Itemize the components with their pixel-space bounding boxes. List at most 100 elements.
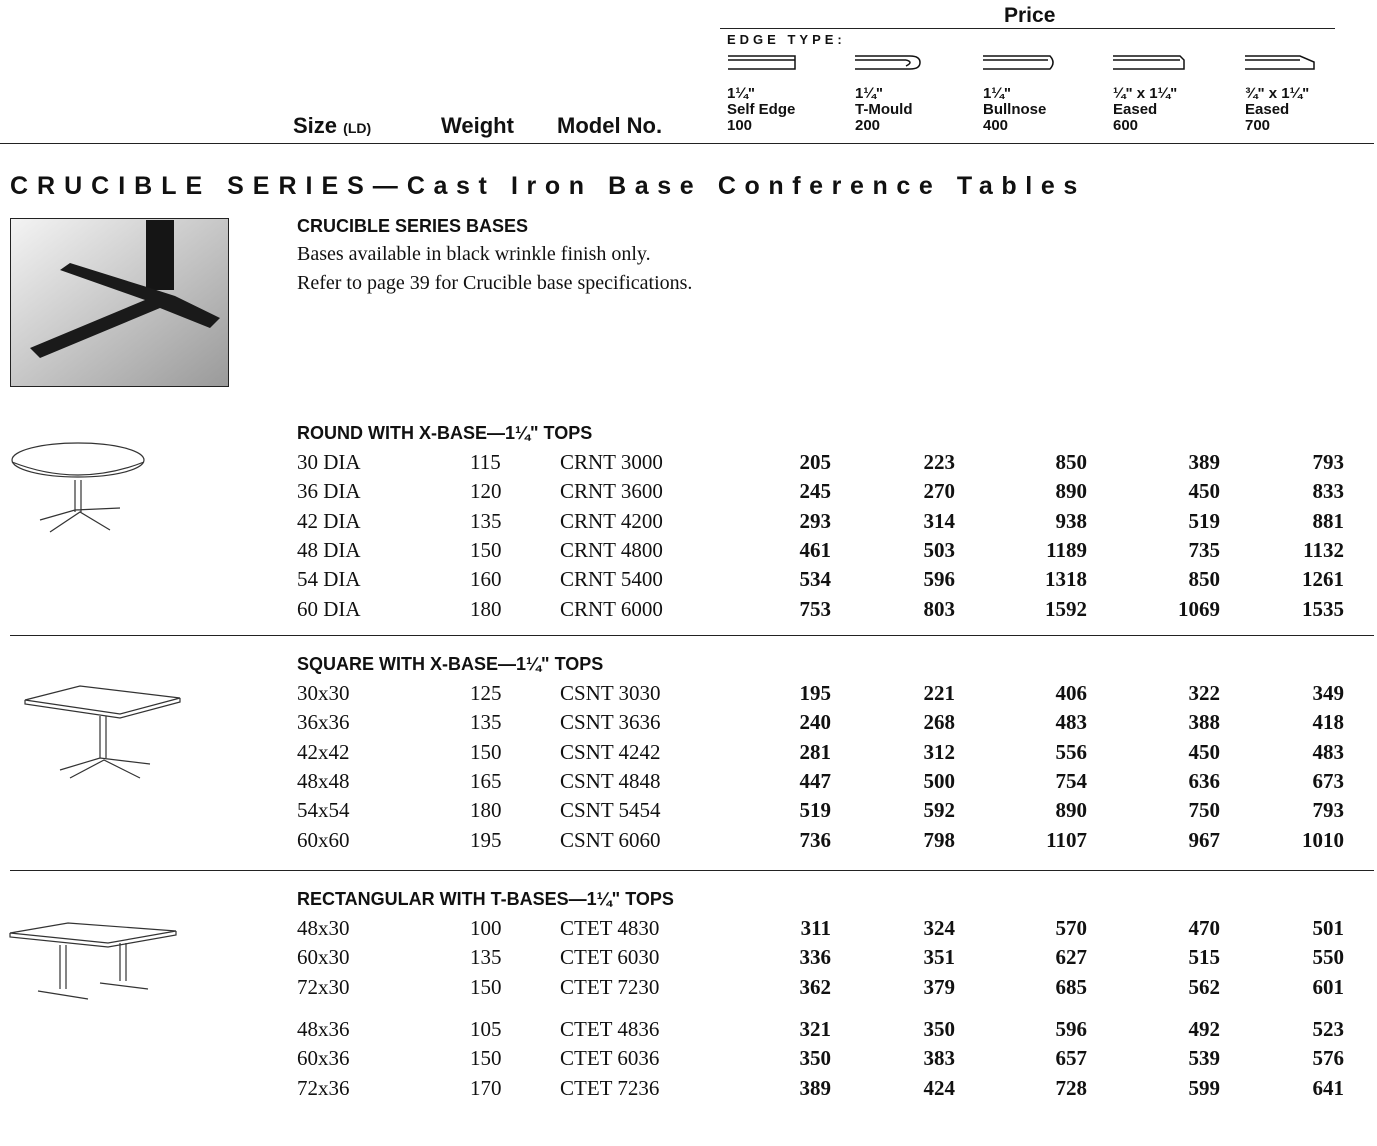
size: 48x30 — [297, 916, 350, 940]
round-table-icon — [11, 442, 145, 533]
size: 48x36 — [297, 1016, 350, 1041]
weight: 180 — [470, 798, 502, 823]
price: 388 — [1188, 710, 1221, 735]
weight-header: Weight — [441, 113, 514, 138]
edge-name: Eased — [1245, 101, 1290, 118]
table-row: 42x42 150 CSNT 4242 281 312 556 450 483 — [0, 738, 1377, 767]
price: 728 — [1055, 1075, 1088, 1100]
price: 601 — [1312, 974, 1345, 999]
price: 570 — [1055, 916, 1088, 940]
price: 967 — [1188, 827, 1221, 852]
size: 30x30 — [297, 681, 350, 705]
model: CRNT 6000 — [560, 596, 663, 621]
price: 1107 — [1046, 827, 1087, 852]
edge-code: 400 — [983, 117, 1009, 134]
table-row: 54 DIA 160 CRNT 5400 534 596 1318 850 1261 — [0, 565, 1377, 594]
price: 1535 — [1302, 596, 1344, 621]
size: 72x30 — [297, 974, 350, 999]
table-row: 48 DIA 150 CRNT 4800 461 503 1189 735 1132 — [0, 536, 1377, 565]
size: 36x36 — [297, 710, 350, 735]
price: 500 — [923, 768, 956, 793]
price: 938 — [1055, 508, 1088, 533]
model: CTET 6036 — [560, 1046, 660, 1071]
price: 850 — [1055, 450, 1088, 474]
edge-name: Eased — [1113, 101, 1158, 118]
price: 641 — [1312, 1075, 1345, 1100]
price: 657 — [1055, 1046, 1088, 1071]
price: 450 — [1188, 739, 1221, 764]
rule — [10, 635, 1374, 636]
price: 1261 — [1302, 567, 1344, 592]
price: 195 — [799, 681, 832, 705]
price: 492 — [1188, 1016, 1221, 1041]
price: 881 — [1312, 508, 1345, 533]
price: 890 — [1055, 798, 1088, 823]
price: 519 — [799, 798, 832, 823]
weight: 180 — [470, 596, 502, 621]
weight: 150 — [470, 537, 502, 562]
edge-code: 700 — [1245, 117, 1271, 134]
price: 461 — [799, 537, 832, 562]
model: CSNT 3636 — [560, 710, 661, 735]
price: 562 — [1188, 974, 1221, 999]
price: 350 — [799, 1046, 832, 1071]
rule — [720, 28, 1335, 29]
price: 793 — [1312, 798, 1345, 823]
price: 673 — [1312, 768, 1345, 793]
model: CRNT 5400 — [560, 567, 663, 592]
edge-code: 600 — [1113, 117, 1139, 134]
edge-type-label: EDGE TYPE: — [727, 32, 846, 47]
price: 534 — [799, 567, 832, 592]
price: 1318 — [1045, 567, 1087, 592]
price: 324 — [923, 916, 956, 940]
rule — [10, 870, 1374, 871]
price: 205 — [799, 450, 832, 474]
model: CTET 7230 — [560, 974, 660, 999]
edge-dim: ¼" x 1¼" — [1113, 85, 1178, 102]
edge-column: 1¼" Self Edge 100 — [727, 86, 795, 134]
model: CSNT 4242 — [560, 739, 661, 764]
price: 599 — [1188, 1075, 1221, 1100]
table-row: 60 DIA 180 CRNT 6000 753 803 1592 1069 1535 — [0, 595, 1377, 624]
weight: 125 — [470, 681, 502, 705]
table-row: 54x54 180 CSNT 5454 519 592 890 750 793 — [0, 796, 1377, 825]
price: 406 — [1055, 681, 1088, 705]
model: CTET 4836 — [560, 1016, 660, 1041]
price: 576 — [1312, 1046, 1345, 1071]
edge-column: ¾" x 1¼" Eased 700 — [1245, 86, 1309, 134]
model: CTET 4830 — [560, 916, 660, 940]
price: 424 — [923, 1075, 956, 1100]
table-row: 42 DIA 135 CRNT 4200 293 314 938 519 881 — [0, 507, 1377, 536]
price: 470 — [1188, 916, 1221, 940]
price: 596 — [1055, 1016, 1088, 1041]
price: 311 — [800, 916, 831, 940]
table-row: 30 DIA 115 CRNT 3000 205 223 850 389 793 — [0, 448, 1377, 477]
edge-column: 1¼" T-Mould 200 — [855, 86, 912, 134]
table-row: 60x30 135 CTET 6030 336 351 627 515 550 — [0, 943, 1377, 972]
price-heading: Price — [1004, 4, 1056, 27]
price: 503 — [923, 537, 956, 562]
price: 362 — [799, 974, 832, 999]
table-row: 48x30 100 CTET 4830 311 324 570 470 501 — [0, 914, 1377, 943]
rect-table-icon — [9, 922, 177, 1000]
edge-code: 100 — [727, 117, 753, 134]
price: 350 — [923, 1016, 956, 1041]
edge-name: Self Edge — [727, 101, 796, 118]
model: CSNT 4848 — [560, 768, 661, 793]
price: 281 — [799, 739, 832, 764]
size: 48 DIA — [297, 537, 361, 562]
edge-column: ¼" x 1¼" Eased 600 — [1113, 86, 1177, 134]
base-photo — [10, 218, 229, 387]
table-row: 60x60 195 CSNT 6060 736 798 1107 967 1010 — [0, 826, 1377, 855]
price: 349 — [1312, 681, 1345, 705]
price: 240 — [799, 710, 832, 735]
table-row: 48x36 105 CTET 4836 321 350 596 492 523 — [0, 1015, 1377, 1044]
table-row: 72x30 150 CTET 7230 362 379 685 562 601 — [0, 973, 1377, 1002]
price: 539 — [1188, 1046, 1221, 1071]
weight: 115 — [470, 450, 501, 474]
price: 321 — [799, 1016, 832, 1041]
weight: 135 — [470, 710, 502, 735]
edge-name: Bullnose — [983, 101, 1047, 118]
series-subtitle: Cast Iron Base Conference Tables — [406, 172, 1086, 200]
price: 519 — [1188, 508, 1221, 533]
